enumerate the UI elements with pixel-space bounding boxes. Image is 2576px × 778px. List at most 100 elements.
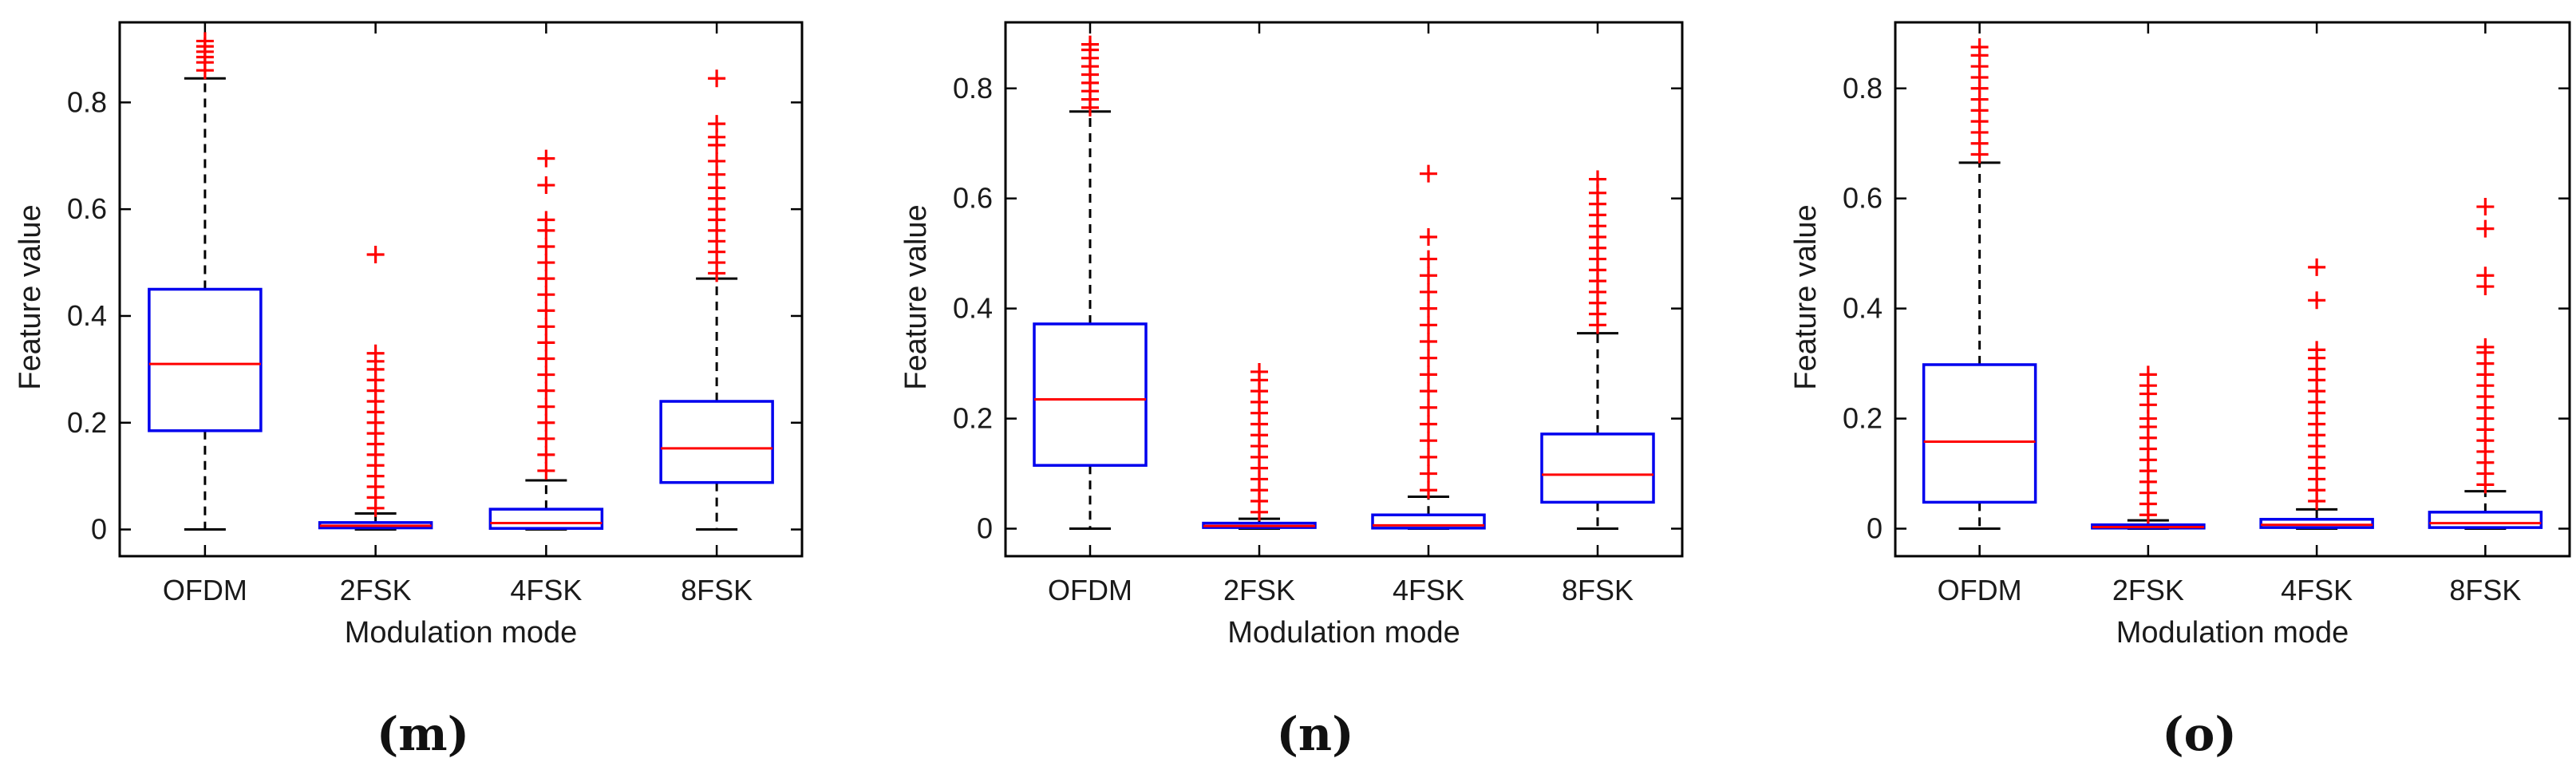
outlier-marker [366,344,385,362]
outlier-marker [2308,258,2326,276]
panel-label: (m) [377,707,469,761]
outlier-marker [537,381,555,400]
outlier-marker [1420,349,1437,367]
y-tick-label: 0.8 [67,85,107,118]
plot-frame [1004,21,1684,558]
outlier-marker [2139,365,2157,384]
outlier-marker [537,413,555,432]
outlier-marker [537,302,555,320]
boxplot-panel-2: 0 0.2 0.4 0.6 0.8 OFDM 2FSK 4FSK 8FSK Modulation … [899,21,1684,761]
outlier-marker [708,69,726,88]
outlier-marker [537,365,555,384]
outlier-marker [1420,464,1437,483]
box-4fsk [2259,258,2374,531]
outlier-marker [537,270,555,288]
y-axis-title: Feature value [1789,204,1823,389]
outlier-marker [708,152,726,170]
box-8fsk [1540,170,1655,531]
outlier-marker [2476,338,2495,356]
outlier-marker [2308,291,2326,310]
outlier-marker [2476,267,2495,285]
iqr-box [148,287,263,432]
x-tick-label: 8FSK [2449,574,2521,606]
iqr-box [2428,511,2543,529]
outlier-marker [537,149,555,168]
outlier-marker [537,286,555,304]
y-tick-label: 0.4 [67,299,107,332]
y-tick-label: 0.2 [1843,402,1883,435]
y-tick-label: 0.6 [953,182,993,215]
x-tick-label: 2FSK [1223,574,1295,606]
box-2fsk [2091,365,2206,531]
outlier-marker [2476,219,2495,238]
panel-label: (o) [2162,707,2237,761]
outlier-marker [537,318,555,336]
x-axis-title: Modulation mode [345,616,578,650]
x-axis-title: Modulation mode [1227,616,1460,650]
outlier-marker [1420,382,1437,401]
outlier-marker [537,254,555,272]
outlier-marker [1420,432,1437,450]
outlier-marker [537,445,555,464]
iqr-box [659,400,774,484]
box-ofdm [1033,35,1148,531]
outlier-marker [537,461,555,480]
outlier-marker [1420,282,1437,301]
outlier-marker [537,237,555,255]
x-tick-label: 4FSK [510,574,582,606]
outlier-marker [366,246,385,264]
y-tick-label: 0 [1867,512,1883,545]
y-axis-title: Feature value [899,204,933,389]
outlier-marker [1420,481,1437,500]
outlier-marker [1420,448,1437,466]
y-tick-label: 0.6 [67,192,107,225]
x-tick-label: OFDM [1048,574,1132,606]
y-tick-label: 0.2 [67,406,107,439]
y-tick-label: 0.4 [1843,292,1883,325]
plot-frame [1894,21,2571,558]
outlier-marker [1420,299,1437,318]
iqr-box [1540,432,1655,504]
box-4fsk [488,149,604,531]
outlier-marker [708,115,726,133]
box-8fsk [2428,198,2543,531]
outlier-marker [1081,35,1099,53]
outlier-marker [2476,198,2495,216]
y-tick-label: 0.4 [953,292,993,325]
outlier-marker [537,211,555,229]
outlier-marker [537,397,555,416]
boxplot-panel-3: 0 0.2 0.4 0.6 0.8 OFDM 2FSK 4FSK 8FSK Modulation … [1789,21,2571,761]
y-axis-title: Feature value [14,204,47,389]
iqr-box [2259,518,2374,529]
outlier-marker [2308,341,2326,359]
x-tick-label: 8FSK [681,574,753,606]
iqr-box [1371,513,1486,530]
panel-label: (n) [1276,707,1353,761]
outlier-marker [1420,164,1437,183]
iqr-box [488,507,604,530]
box-ofdm [1922,38,2037,531]
outlier-marker [537,334,555,352]
outlier-marker [1589,170,1606,188]
box-8fsk [659,69,774,531]
boxplot-panel-1: 0 0.2 0.4 0.6 0.8 OFDM 2FSK 4FSK 8FSK Modulation … [14,21,804,761]
x-tick-label: 2FSK [340,574,412,606]
x-tick-label: OFDM [163,574,247,606]
x-tick-label: 8FSK [1562,574,1634,606]
y-tick-label: 0.8 [1843,72,1883,105]
outlier-marker [1420,267,1437,285]
iqr-box [1922,363,2037,504]
box-2fsk [1202,362,1317,531]
iqr-box [1033,322,1148,467]
box-2fsk [318,246,433,531]
outlier-marker [537,350,555,368]
outlier-marker [1420,250,1437,268]
outlier-marker [196,32,214,50]
outlier-marker [1250,362,1268,381]
outlier-marker [1420,227,1437,246]
outlier-marker [1420,415,1437,433]
outlier-marker [1420,333,1437,351]
box-4fsk [1371,164,1486,531]
outlier-marker [1420,398,1437,417]
